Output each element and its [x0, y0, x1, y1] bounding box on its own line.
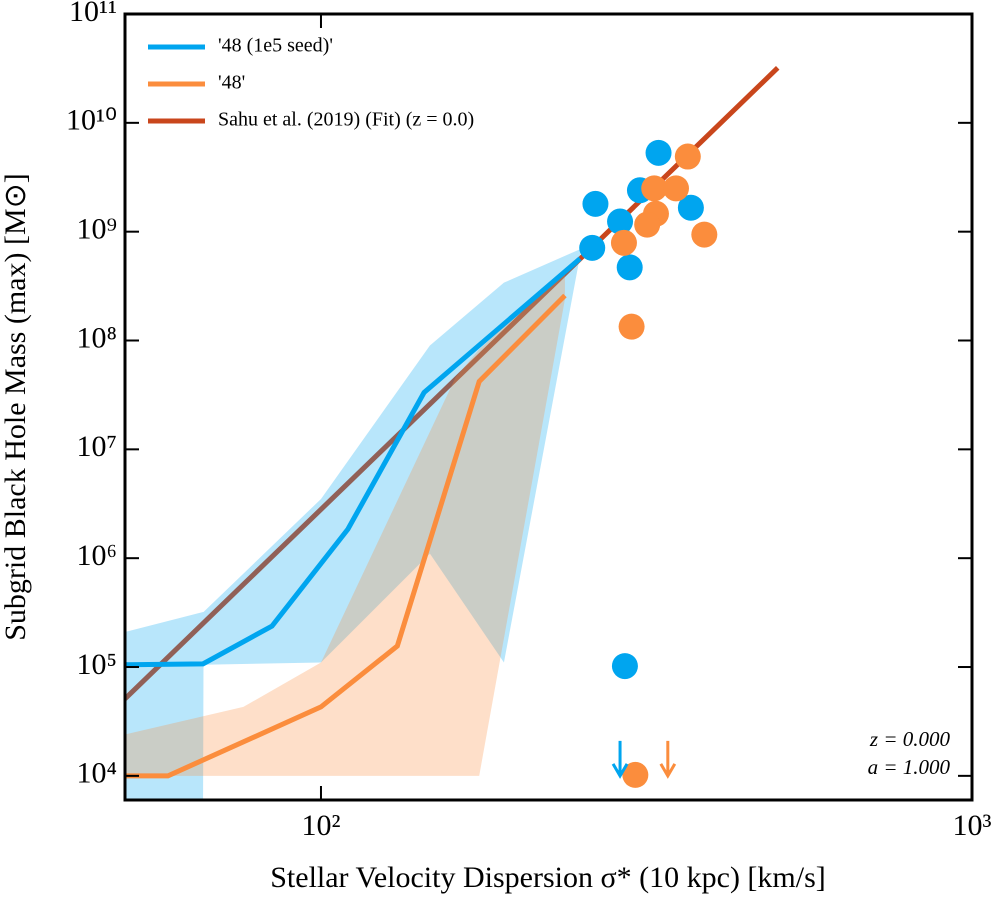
- legend-label: '48': [218, 72, 245, 94]
- legend-label: '48 (1e5 seed)': [218, 35, 333, 57]
- limit-arrow: [659, 740, 677, 779]
- scatter-point: [641, 175, 668, 202]
- scatter-point: [662, 175, 689, 202]
- series-line: [125, 256, 582, 668]
- scatter-point: [607, 208, 634, 235]
- scatter-point: [677, 194, 704, 221]
- y-tick-label: 10⁸: [77, 321, 117, 354]
- plot-area: [125, 66, 780, 800]
- limit-arrow: [611, 740, 629, 779]
- scatter-point: [622, 761, 649, 788]
- scatter-point: [610, 229, 637, 256]
- plot-frame: [123, 12, 974, 802]
- annotation: z = 0.000: [869, 727, 951, 751]
- y-tick-label: 10⁷: [77, 430, 117, 463]
- scatter-point: [645, 139, 672, 166]
- x-tick-label: 10³: [953, 809, 992, 842]
- annotation: a = 1.000: [868, 755, 951, 779]
- y-tick-label: 10⁶: [77, 539, 117, 572]
- y-axis-label: Subgrid Black Hole Mass (max) [M⊙]: [0, 173, 32, 641]
- x-tick-label: 10²: [301, 809, 340, 842]
- series-line: [125, 293, 567, 779]
- scatter-point: [582, 190, 609, 217]
- scatter-point: [634, 211, 661, 238]
- band: [125, 270, 565, 776]
- scatter-point: [618, 313, 645, 340]
- y-tick-label: 10⁹: [77, 213, 117, 246]
- y-tick-label: 10⁵: [77, 648, 117, 681]
- scatter-point: [616, 254, 643, 281]
- scatter-point: [579, 234, 606, 261]
- y-tick-label: 10⁴: [77, 757, 117, 790]
- scatter-point: [691, 221, 718, 248]
- scatter-point: [674, 143, 701, 170]
- scatter-point: [611, 653, 638, 680]
- series-line: [125, 66, 780, 701]
- x-axis-label: Stellar Velocity Dispersion σ* (10 kpc) …: [270, 861, 826, 894]
- y-tick-label: 10¹¹: [69, 0, 117, 28]
- y-tick-label: 10¹⁰: [66, 104, 117, 137]
- legend-label: Sahu et al. (2019) (Fit) (z = 0.0): [218, 109, 474, 131]
